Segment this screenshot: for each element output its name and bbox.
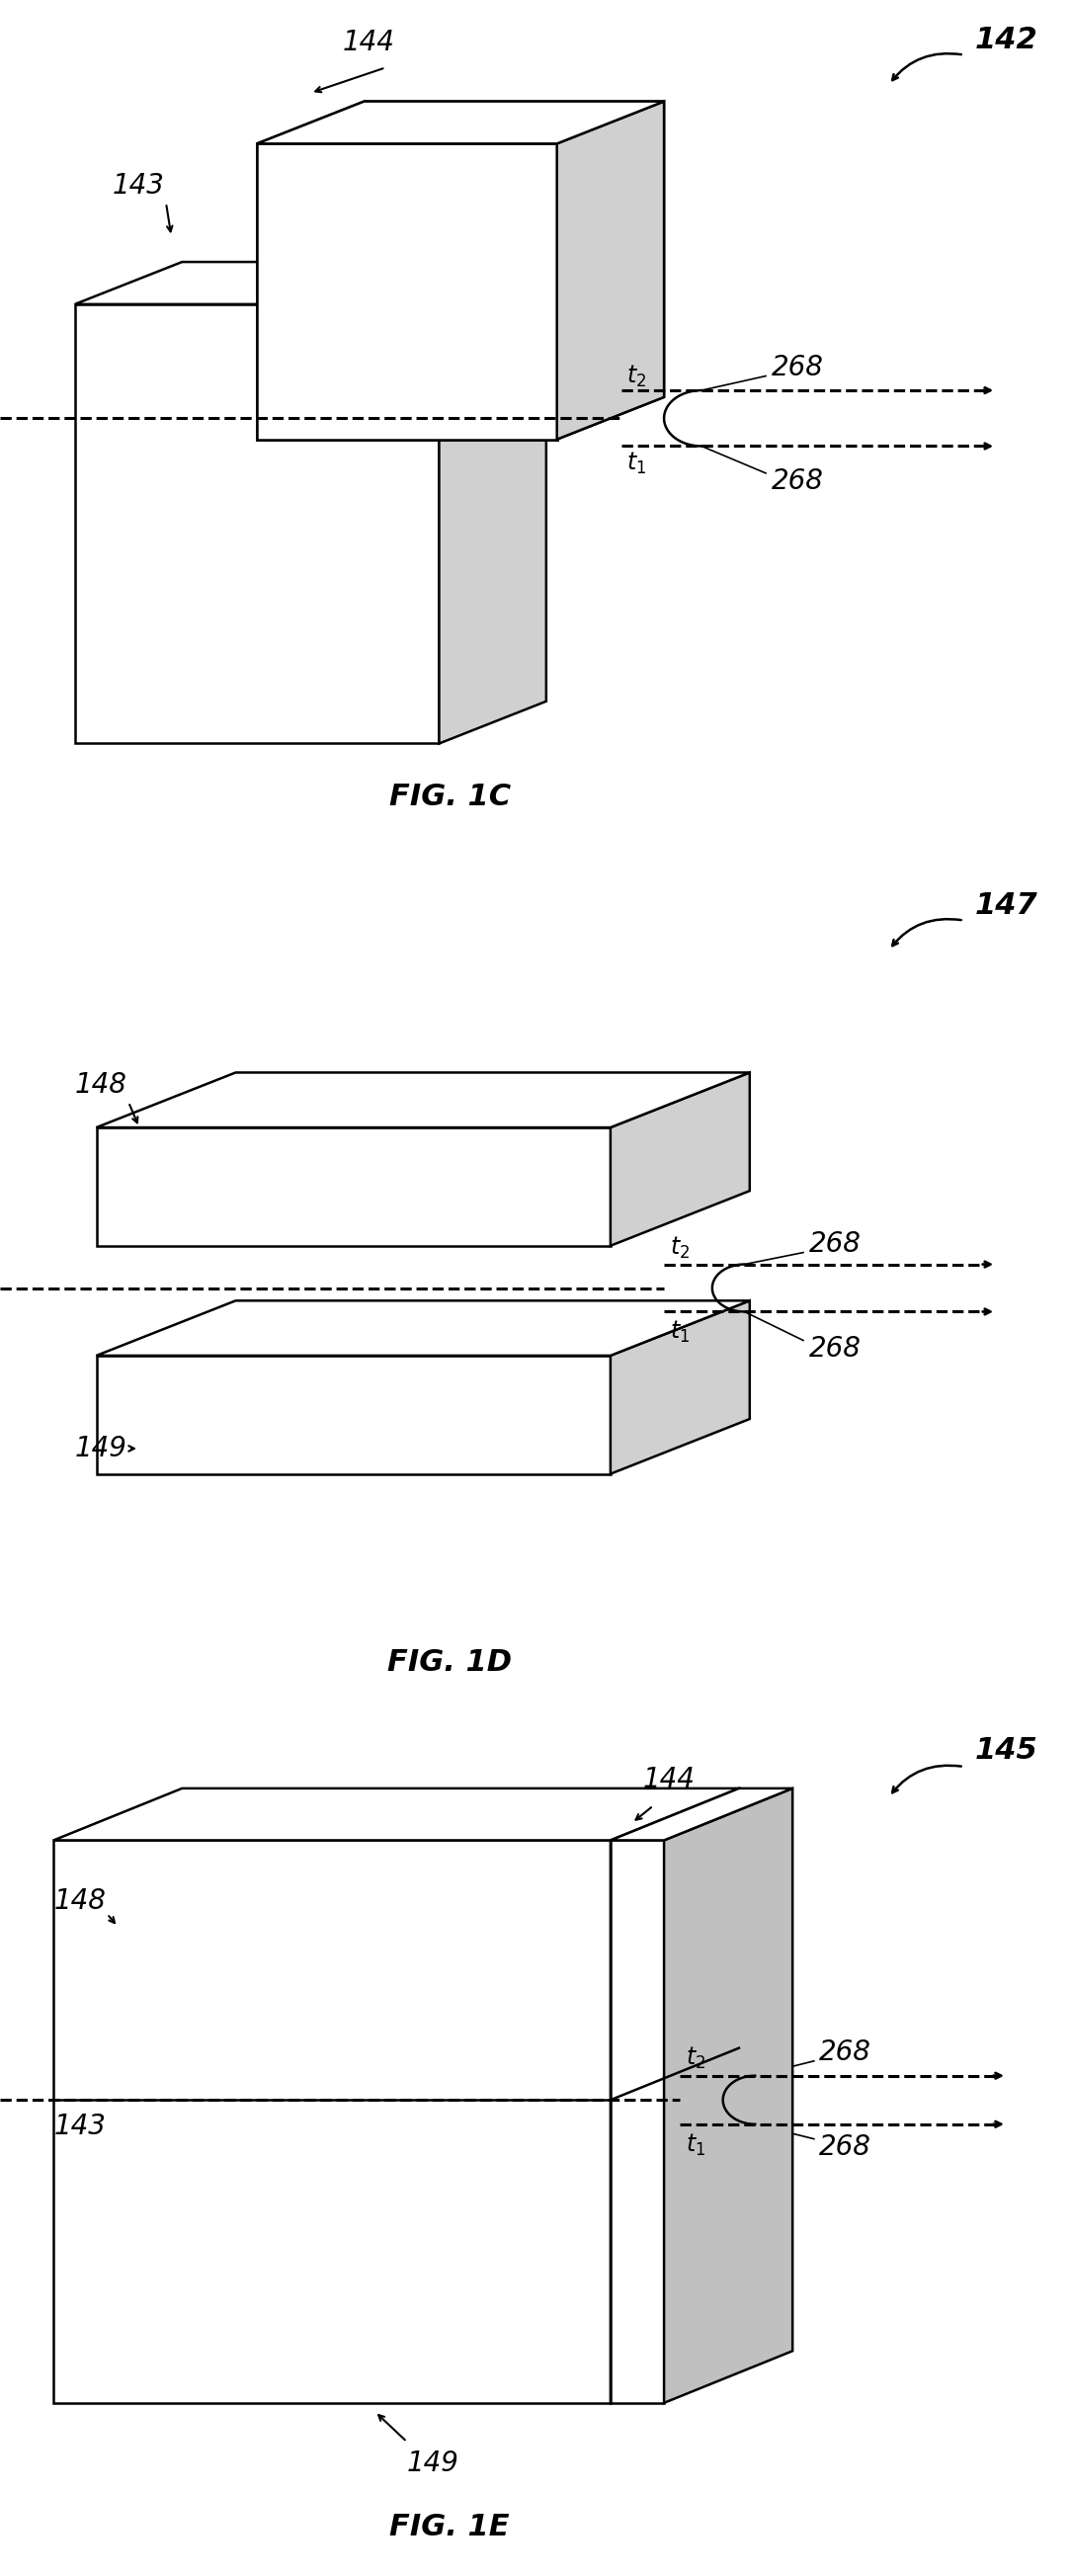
Text: $t_1$: $t_1$ bbox=[627, 451, 647, 477]
Polygon shape bbox=[257, 100, 664, 144]
Polygon shape bbox=[557, 100, 664, 440]
Polygon shape bbox=[257, 144, 557, 440]
Text: 148: 148 bbox=[54, 1888, 106, 1914]
Text: $t_1$: $t_1$ bbox=[669, 1319, 690, 1345]
Text: $t_2$: $t_2$ bbox=[685, 2045, 706, 2071]
Text: 143: 143 bbox=[54, 2112, 106, 2141]
Text: 143: 143 bbox=[112, 173, 165, 201]
Polygon shape bbox=[75, 263, 546, 304]
Text: 149: 149 bbox=[75, 1435, 127, 1463]
Polygon shape bbox=[257, 144, 557, 440]
Text: 268: 268 bbox=[771, 353, 824, 381]
Polygon shape bbox=[439, 263, 546, 744]
Polygon shape bbox=[96, 1355, 610, 1473]
Text: 147: 147 bbox=[975, 891, 1038, 920]
Polygon shape bbox=[610, 1788, 739, 2403]
Polygon shape bbox=[75, 304, 439, 744]
Polygon shape bbox=[664, 1788, 793, 2403]
Text: 145: 145 bbox=[975, 1736, 1038, 1765]
Text: FIG. 1C: FIG. 1C bbox=[389, 783, 511, 811]
Polygon shape bbox=[96, 1072, 750, 1128]
Text: 268: 268 bbox=[809, 1334, 861, 1363]
Polygon shape bbox=[610, 1839, 664, 2403]
Text: 268: 268 bbox=[819, 2133, 872, 2161]
Text: 268: 268 bbox=[809, 1231, 861, 1257]
Polygon shape bbox=[54, 1788, 739, 1839]
Text: $t_2$: $t_2$ bbox=[669, 1234, 690, 1260]
Text: 142: 142 bbox=[975, 26, 1038, 54]
Polygon shape bbox=[257, 144, 557, 440]
Text: $t_1$: $t_1$ bbox=[685, 2133, 706, 2159]
Polygon shape bbox=[557, 100, 664, 440]
Text: 144: 144 bbox=[343, 28, 395, 57]
Text: 268: 268 bbox=[771, 469, 824, 495]
Polygon shape bbox=[54, 1839, 610, 2403]
Polygon shape bbox=[610, 1301, 750, 1473]
Polygon shape bbox=[96, 1128, 610, 1247]
Text: $t_2$: $t_2$ bbox=[627, 363, 647, 389]
Polygon shape bbox=[257, 100, 664, 144]
Text: 149: 149 bbox=[407, 2450, 459, 2478]
Polygon shape bbox=[610, 1788, 793, 1839]
Polygon shape bbox=[610, 1072, 750, 1247]
Text: 144: 144 bbox=[643, 1767, 695, 1793]
Text: 148: 148 bbox=[75, 1072, 127, 1100]
Text: FIG. 1D: FIG. 1D bbox=[388, 1649, 512, 1677]
Text: 268: 268 bbox=[819, 2038, 872, 2066]
Polygon shape bbox=[96, 1301, 750, 1355]
Text: FIG. 1E: FIG. 1E bbox=[390, 2512, 510, 2543]
